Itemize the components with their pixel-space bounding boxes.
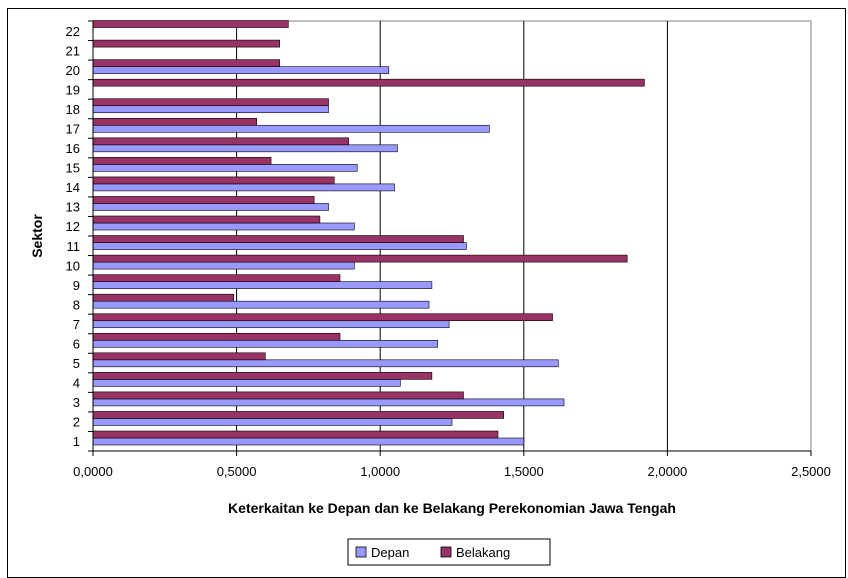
bar-belakang-sektor-12	[92, 215, 321, 224]
x-tick-label: 2,0000	[648, 464, 688, 479]
legend-label-depan: Depan	[371, 545, 409, 560]
bar-depan-sektor-13	[92, 203, 329, 211]
bar-depan-sektor-10	[92, 261, 355, 270]
y-tick-label: 9	[73, 278, 80, 293]
bar-depan-sektor-14	[92, 183, 395, 192]
y-tick-label: 16	[66, 141, 80, 156]
bar-belakang-sektor-16	[92, 137, 349, 146]
y-tick-label: 22	[66, 24, 80, 39]
x-tick-label: 2,5000	[791, 464, 831, 479]
bar-depan-sektor-1	[92, 437, 525, 446]
bar-depan-sektor-15	[92, 164, 358, 172]
x-tick-label: 0,0000	[73, 464, 113, 479]
y-tick-label: 7	[73, 317, 80, 332]
legend-label-belakang: Belakang	[456, 545, 510, 560]
bar-belakang-sektor-1	[92, 430, 499, 439]
bar-belakang-sektor-2	[92, 411, 504, 419]
y-tick-label: 5	[73, 356, 80, 371]
bar-belakang-sektor-5	[92, 352, 266, 361]
bar-belakang-sektor-11	[92, 235, 464, 243]
bar-depan-sektor-5	[92, 359, 559, 368]
legend-swatch-depan	[355, 546, 367, 558]
x-tick-label: 0,5000	[217, 464, 257, 479]
legend: Depan Belakang	[347, 538, 551, 566]
bar-depan-sektor-3	[92, 398, 565, 407]
y-tick-label: 17	[66, 122, 80, 137]
bar-belakang-sektor-6	[92, 332, 341, 341]
bar-belakang-sektor-18	[92, 98, 329, 107]
y-tick-label: 15	[66, 161, 80, 176]
bar-depan-sektor-12	[92, 222, 355, 231]
bar-depan-sektor-7	[92, 320, 450, 329]
bar-depan-sektor-8	[92, 300, 430, 309]
legend-swatch-belakang	[440, 546, 452, 558]
bar-belakang-sektor-7	[92, 313, 553, 322]
bar-depan-sektor-18	[92, 105, 329, 114]
y-tick-label: 4	[73, 376, 80, 391]
bar-belakang-sektor-17	[92, 117, 258, 126]
bar-belakang-sektor-9	[92, 274, 341, 282]
y-tick-label: 19	[66, 82, 80, 97]
y-tick-label: 20	[66, 63, 80, 78]
bar-depan-sektor-11	[92, 242, 467, 250]
bars	[92, 20, 645, 446]
bar-belakang-sektor-21	[92, 39, 280, 48]
x-tick-label: 1,5000	[504, 464, 544, 479]
bar-depan-sektor-2	[92, 418, 453, 426]
bar-depan-sektor-16	[92, 144, 398, 153]
y-tick-label: 6	[73, 337, 80, 352]
bar-belakang-sektor-15	[92, 157, 272, 165]
bar-belakang-sektor-4	[92, 372, 433, 380]
bar-depan-sektor-17	[92, 124, 490, 133]
y-tick-label: 1	[73, 434, 80, 449]
bar-depan-sektor-4	[92, 379, 401, 387]
y-tick-label: 14	[66, 180, 80, 195]
bar-depan-sektor-20	[92, 66, 390, 74]
y-tick-label: 3	[73, 395, 80, 410]
y-axis-title: Sektor	[29, 214, 45, 258]
y-tick-label: 21	[66, 43, 80, 58]
bar-belakang-sektor-22	[92, 20, 289, 28]
bar-belakang-sektor-8	[92, 293, 235, 302]
x-axis: 0,0000 0,5000 1,0000 1,5000 2,0000 2,5000	[73, 451, 831, 479]
bar-belakang-sektor-19	[92, 78, 645, 87]
y-tick-label: 8	[73, 297, 80, 312]
legend-box	[347, 538, 551, 566]
y-tick-label: 10	[66, 258, 80, 273]
y-tick-label: 13	[66, 200, 80, 215]
x-tick-label: 1,0000	[360, 464, 400, 479]
bar-belakang-sektor-20	[92, 59, 280, 67]
y-tick-label: 18	[66, 102, 80, 117]
bar-belakang-sektor-13	[92, 196, 315, 204]
bar-depan-sektor-6	[92, 339, 438, 348]
x-axis-title: Keterkaitan ke Depan dan ke Belakang Per…	[228, 500, 676, 516]
y-tick-label: 11	[67, 239, 81, 254]
bar-belakang-sektor-14	[92, 176, 335, 185]
bar-belakang-sektor-10	[92, 254, 628, 263]
y-tick-label: 12	[66, 219, 80, 234]
bar-depan-sektor-9	[92, 281, 433, 289]
y-tick-label: 2	[73, 415, 80, 430]
bar-belakang-sektor-3	[92, 391, 464, 400]
